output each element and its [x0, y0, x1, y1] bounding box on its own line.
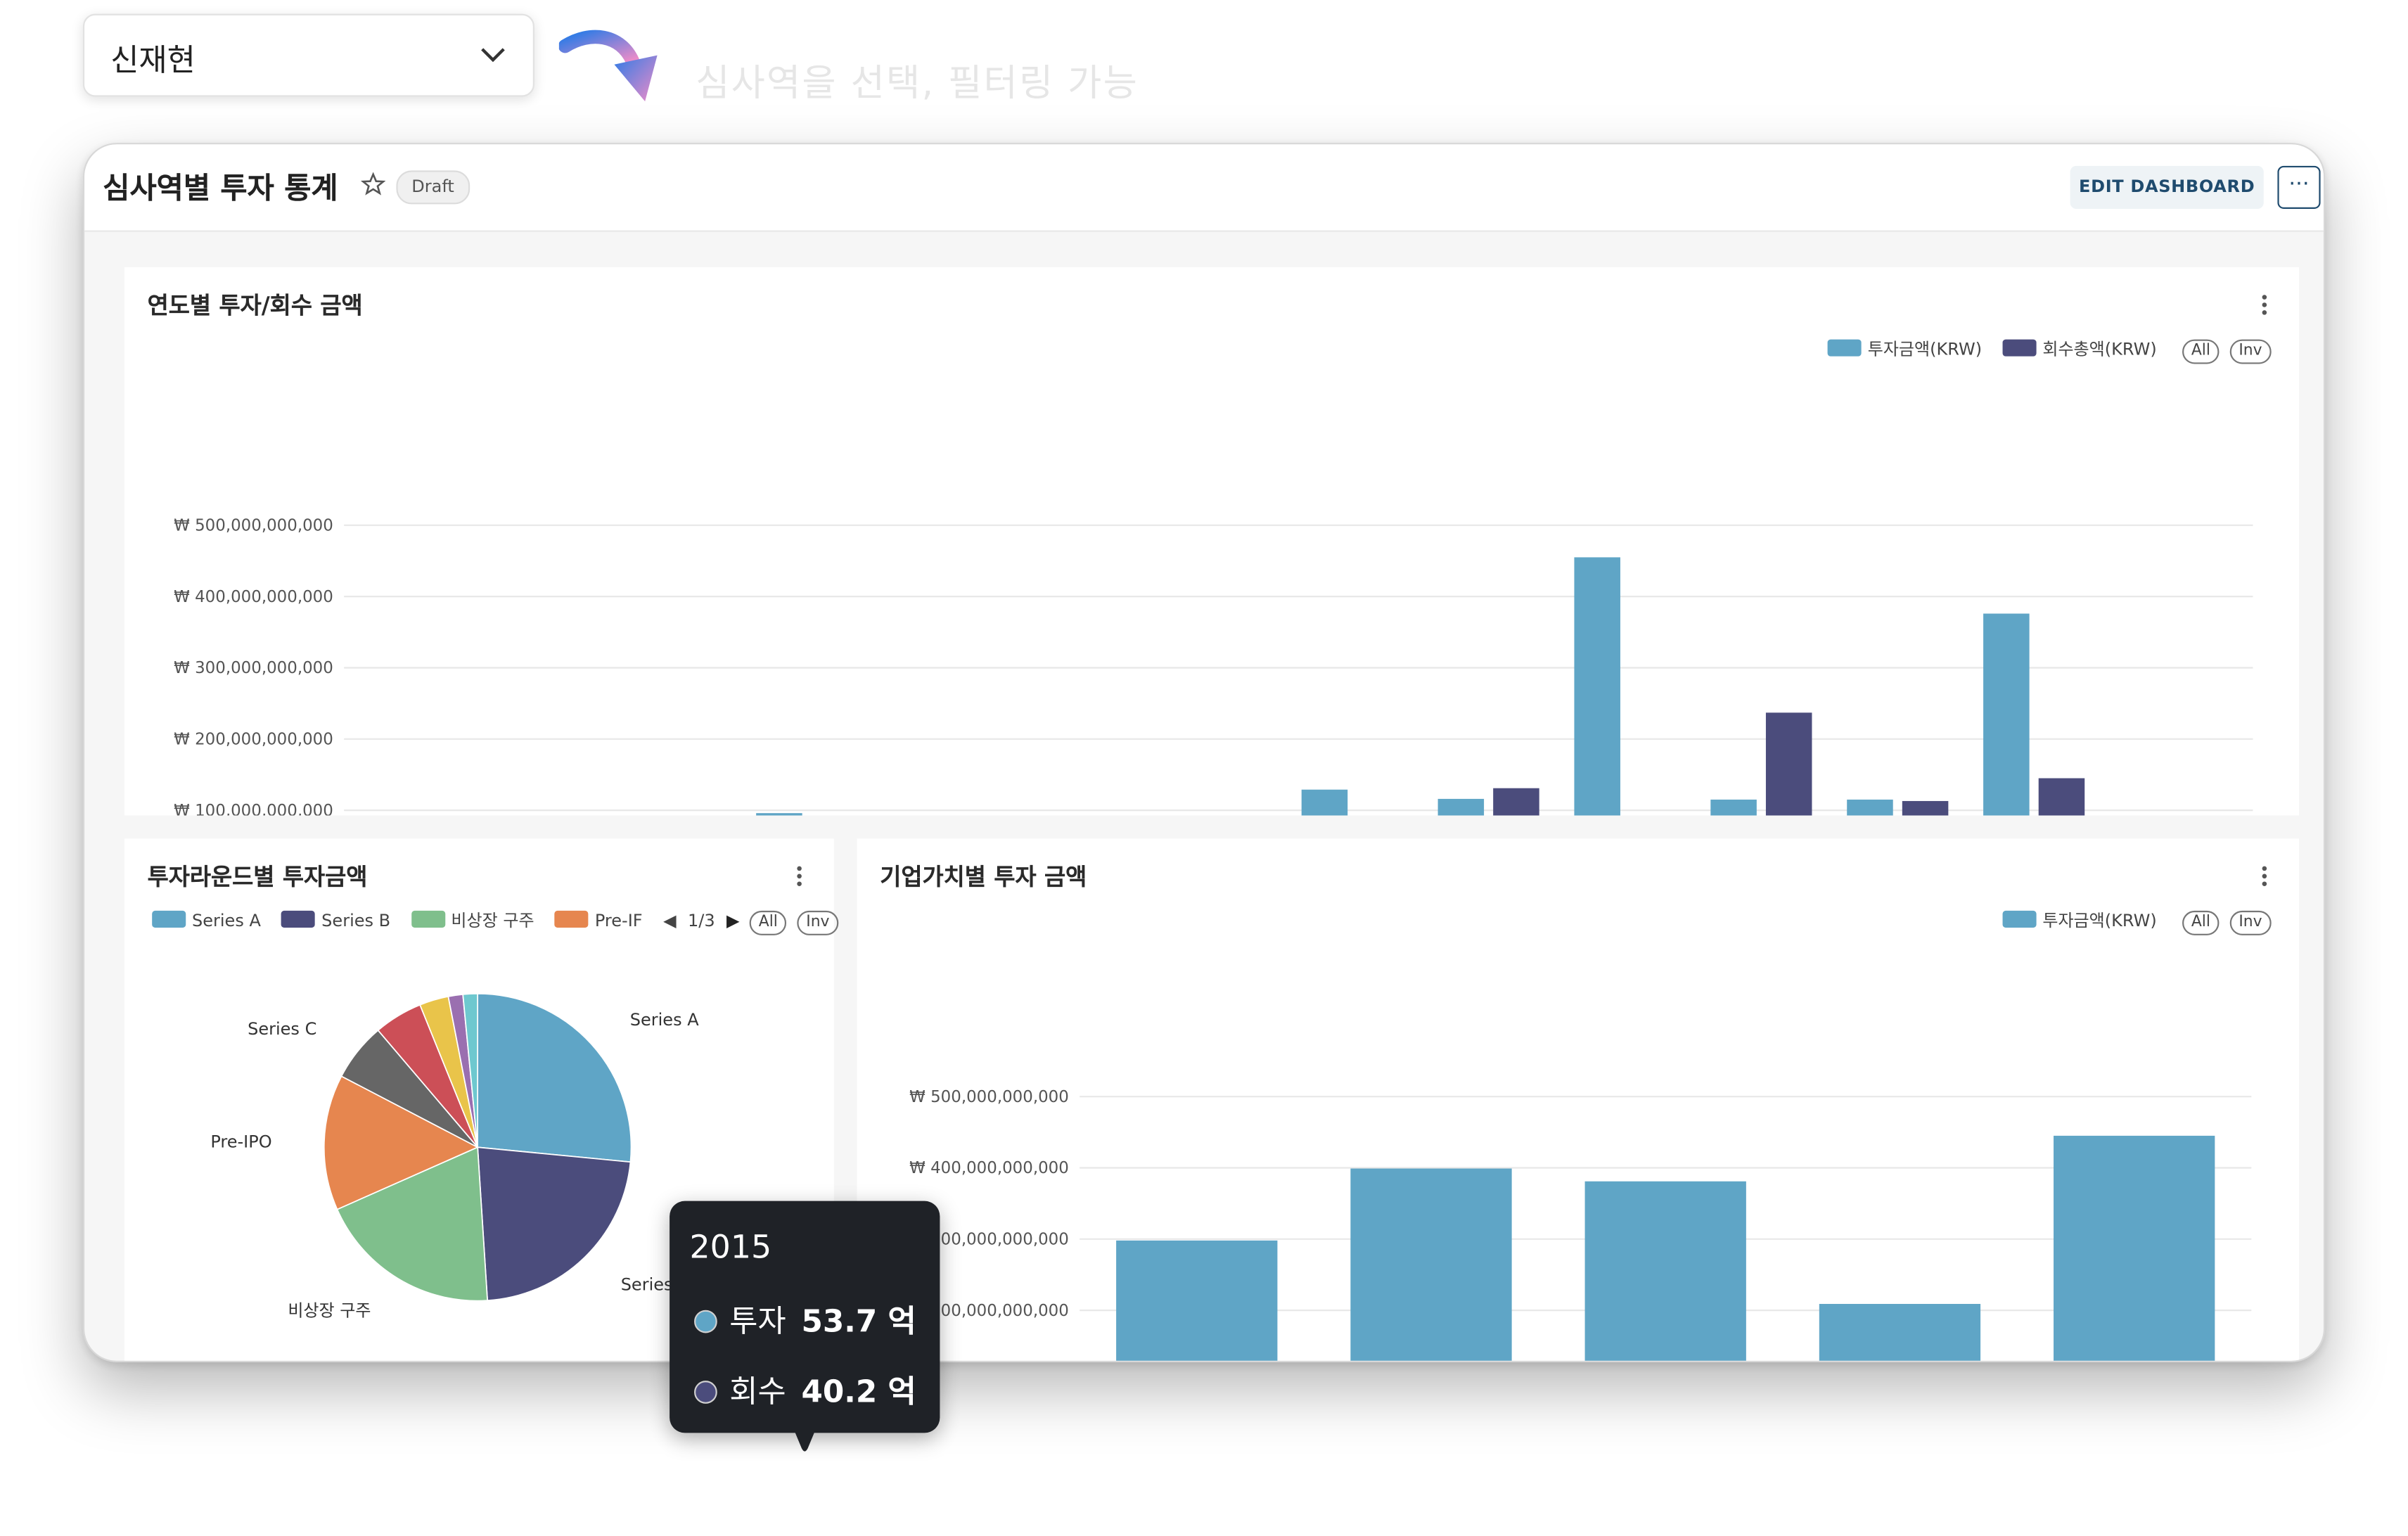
panel-menu-icon[interactable] [797, 866, 803, 890]
bar [1902, 800, 1949, 816]
yearly-bar-chart: ₩ 0₩ 100,000,000,000₩ 200,000,000,000₩ 3… [174, 516, 2253, 816]
star-icon[interactable] [361, 172, 386, 197]
legend-prev-icon[interactable]: ◀ [663, 910, 677, 931]
legend-item[interactable]: Series B [281, 910, 390, 930]
pie-slice [323, 1075, 480, 1210]
more-options-button[interactable]: ··· [2277, 165, 2321, 209]
y-tick-label: ₩ 500,000,000,000 [909, 1088, 1069, 1106]
panel-title: 기업가치별 투자 금액 [880, 863, 1087, 891]
legend-all-toggle[interactable]: All [749, 910, 787, 935]
y-tick-label: ₩ 300,000,000,000 [174, 659, 333, 677]
legend-item[interactable]: 투자금액(KRW) [1827, 339, 1982, 359]
bar [1574, 557, 1620, 816]
tooltip-label: 회수 [729, 1373, 786, 1410]
bar [1301, 789, 1348, 816]
bar [1710, 799, 1757, 816]
pie-label: Series C [248, 1019, 316, 1039]
bar [1765, 712, 1812, 816]
legend-all-toggle[interactable]: All [2182, 339, 2220, 364]
pie-slice [477, 1146, 632, 1302]
y-tick-label: ₩ 400,000,000,000 [174, 588, 333, 606]
legend-invert-toggle[interactable]: Inv [2229, 339, 2272, 364]
tooltip-title: 2015 [689, 1228, 772, 1266]
bar [1847, 799, 1893, 816]
y-tick-label: ₩ 200,000,000,000 [174, 730, 333, 748]
chart-legend: Series A Series B 비상장 구주 Pre-IF ◀ 1/3 ▶ … [152, 908, 839, 935]
bar [756, 813, 802, 816]
reviewer-filter-select[interactable]: 신재현 [82, 13, 534, 97]
tooltip-value: 40.2 억 [801, 1373, 916, 1410]
legend-next-icon[interactable]: ▶ [726, 910, 740, 931]
pie-slice [336, 1146, 489, 1302]
pie-label: Pre-IPO [210, 1132, 271, 1151]
legend-item[interactable]: 비상장 구주 [411, 910, 534, 930]
pie-slice [462, 992, 479, 1148]
legend-invert-toggle[interactable]: Inv [2229, 910, 2272, 935]
y-tick-label: ₩ 100,000,000,000 [174, 802, 333, 816]
dashboard-header: 심사역별 투자 통계 Draft EDIT DASHBOARD ··· [84, 144, 2324, 232]
dashboard-title: 심사역별 투자 통계 [103, 172, 338, 206]
edit-dashboard-button[interactable]: EDIT DASHBOARD [2070, 165, 2264, 209]
chart-tooltip: 2015 투자 53.7 억 회수 40.2 억 [670, 1201, 940, 1452]
bar [2038, 778, 2085, 816]
bar [1819, 1304, 1981, 1361]
tooltip-series-dot [694, 1310, 717, 1333]
tooltip-row: 회수 40.2 억 [694, 1367, 916, 1411]
legend-item[interactable]: Pre-IF [555, 910, 643, 930]
tooltip-label: 투자 [729, 1302, 786, 1340]
bar [1584, 1181, 1746, 1361]
tooltip-value: 53.7 억 [801, 1302, 916, 1340]
pie-label: 비상장 구주 [288, 1301, 371, 1321]
bar [1350, 1168, 1512, 1361]
pie-label: Series A [630, 1010, 699, 1030]
chart-legend: 투자금액(KRW) 회수총액(KRW) All Inv [1827, 336, 2272, 364]
yearly-chart-panel: 연도별 투자/회수 금액 투자금액(KRW) 회수총액(KRW) All Inv… [124, 267, 2299, 816]
tooltip-caret-icon [793, 1430, 816, 1452]
valuation-chart-panel: 기업가치별 투자 금액 투자금액(KRW) All Inv ₩ 0₩ 100,0… [857, 838, 2299, 1361]
panel-title: 투자라운드별 투자금액 [147, 863, 368, 891]
bar [2054, 1135, 2215, 1361]
pie-slice [477, 992, 632, 1163]
dashboard-window: 심사역별 투자 통계 Draft EDIT DASHBOARD ··· 연도별 … [82, 143, 2326, 1362]
panel-menu-icon[interactable] [2262, 866, 2269, 890]
chart-legend: 투자금액(KRW) All Inv [2002, 908, 2272, 935]
legend-page-indicator: 1/3 [687, 910, 715, 931]
y-tick-label: ₩ 500,000,000,000 [174, 516, 333, 535]
reviewer-filter-value: 신재현 [110, 41, 196, 79]
tooltip-row: 투자 53.7 억 [694, 1296, 916, 1340]
status-badge: Draft [396, 170, 470, 205]
bar [1493, 788, 1539, 816]
legend-item[interactable]: 투자금액(KRW) [2002, 910, 2157, 930]
filter-hint-text: 심사역을 선택, 필터링 가능 [696, 61, 1139, 105]
panel-menu-icon[interactable] [2262, 295, 2269, 318]
curved-arrow-icon [558, 30, 658, 102]
valuation-bar-chart: ₩ 0₩ 100,000,000,000₩ 200,000,000,000₩ 3… [909, 1088, 2252, 1361]
bar [1437, 798, 1485, 816]
tooltip-series-dot [694, 1381, 717, 1404]
chevron-down-icon [481, 48, 505, 63]
legend-all-toggle[interactable]: All [2182, 910, 2220, 935]
legend-item[interactable]: Series A [152, 910, 261, 930]
y-tick-label: ₩ 400,000,000,000 [909, 1159, 1069, 1177]
legend-item[interactable]: 회수총액(KRW) [2002, 339, 2157, 359]
panel-title: 연도별 투자/회수 금액 [147, 291, 363, 320]
bar [1116, 1240, 1278, 1361]
legend-invert-toggle[interactable]: Inv [797, 910, 839, 935]
bar [1983, 613, 2030, 816]
